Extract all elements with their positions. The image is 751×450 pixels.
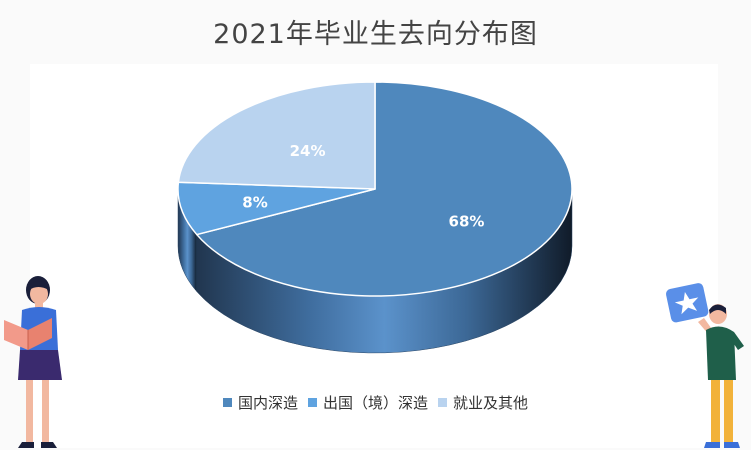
slice-label-abroad: 8% xyxy=(242,193,267,211)
legend-swatch-domestic xyxy=(222,398,232,407)
legend-item-abroad: 出国（境）深造 xyxy=(307,392,428,413)
legend-swatch-abroad xyxy=(307,398,317,407)
legend-swatch-employment xyxy=(438,398,447,407)
pie-slice-abroad xyxy=(177,181,376,236)
legend-item-employment: 就业及其他 xyxy=(438,392,528,413)
legend-label-employment: 就业及其他 xyxy=(453,394,529,412)
chart-title: 2021年毕业生去向分布图 xyxy=(213,19,538,50)
slice-label-employment: 24% xyxy=(290,142,326,160)
chart-legend: 国内深造 出国（境）深造 就业及其他 xyxy=(0,392,751,413)
legend-label-abroad: 出国（境）深造 xyxy=(322,394,428,412)
pie-slice-domestic xyxy=(195,81,573,297)
man-holding-star-illustration xyxy=(665,283,744,448)
pie-top-layer xyxy=(177,81,573,297)
slice-label-domestic: 68% xyxy=(449,213,485,231)
pie-slice-employment xyxy=(177,81,376,190)
legend-label-domestic: 国内深造 xyxy=(237,394,298,412)
pie-label-layer: 68% 8% 24% xyxy=(242,142,484,231)
woman-reading-illustration xyxy=(4,276,62,448)
legend-item-domestic: 国内深造 xyxy=(222,392,298,413)
